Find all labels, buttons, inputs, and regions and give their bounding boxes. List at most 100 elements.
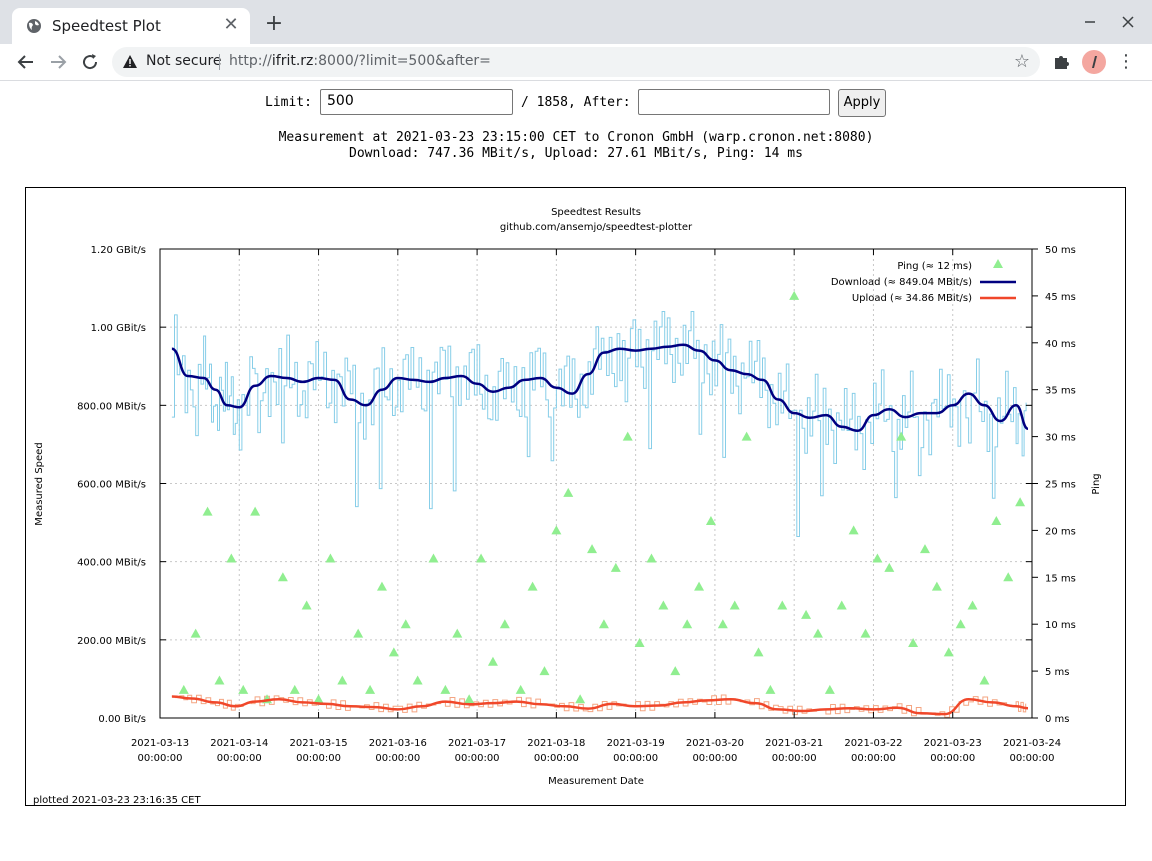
ping-point bbox=[967, 600, 978, 610]
x-tick-time-label: 00:00:00 bbox=[692, 753, 737, 764]
after-input[interactable] bbox=[638, 89, 830, 115]
y-tick-label: 1.00 GBit/s bbox=[91, 323, 146, 334]
address-bar[interactable]: Not secure http://ifrit.rz:8000/?limit=5… bbox=[112, 47, 1040, 77]
x-tick-time-label: 00:00:00 bbox=[217, 753, 262, 764]
ping-point bbox=[717, 619, 728, 629]
y-tick-label: 0.00 Bit/s bbox=[98, 714, 146, 725]
y2-tick-label: 50 ms bbox=[1045, 245, 1076, 256]
x-tick-label: 2021-03-19 bbox=[607, 738, 665, 749]
ping-point bbox=[440, 684, 451, 694]
ping-point bbox=[313, 694, 324, 704]
ping-point bbox=[365, 684, 376, 694]
ping-point bbox=[238, 684, 249, 694]
x-tick-label: 2021-03-14 bbox=[210, 738, 268, 749]
arrow-left-icon bbox=[17, 55, 33, 69]
close-tab-icon[interactable]: ✕ bbox=[223, 14, 239, 35]
ping-point bbox=[337, 675, 348, 685]
ping-point bbox=[1015, 497, 1026, 507]
close-window-icon[interactable] bbox=[1116, 10, 1140, 34]
ping-point bbox=[301, 600, 312, 610]
ping-point bbox=[476, 553, 487, 563]
ping-point bbox=[610, 562, 621, 572]
back-button[interactable] bbox=[14, 50, 38, 74]
ping-point bbox=[412, 675, 423, 685]
ping-point bbox=[682, 619, 693, 629]
ping-point bbox=[250, 506, 261, 516]
reload-button[interactable] bbox=[78, 50, 102, 74]
x-tick-time-label: 00:00:00 bbox=[455, 753, 500, 764]
x-tick-time-label: 00:00:00 bbox=[851, 753, 896, 764]
y-tick-label: 400.00 MBit/s bbox=[77, 558, 146, 569]
globe-icon bbox=[27, 19, 41, 33]
x-tick-time-label: 00:00:00 bbox=[1010, 753, 1055, 764]
ping-point bbox=[991, 516, 1002, 526]
ping-point bbox=[943, 647, 954, 657]
ping-point bbox=[836, 600, 847, 610]
download-raw-line bbox=[171, 311, 1027, 537]
y2-tick-label: 0 ms bbox=[1045, 714, 1070, 725]
y2-tick-label: 40 ms bbox=[1045, 339, 1076, 350]
ping-point bbox=[487, 656, 498, 666]
avatar[interactable] bbox=[1082, 50, 1106, 74]
x-tick-label: 2021-03-22 bbox=[844, 738, 902, 749]
limit-label: Limit: bbox=[265, 95, 312, 110]
forward-button[interactable] bbox=[46, 50, 70, 74]
ping-point bbox=[634, 637, 645, 647]
security-label[interactable]: Not secure bbox=[146, 53, 222, 69]
x-tick-label: 2021-03-20 bbox=[686, 738, 744, 749]
x-tick-time-label: 00:00:00 bbox=[930, 753, 975, 764]
limit-input[interactable]: 500 bbox=[320, 89, 513, 115]
apply-button[interactable]: Apply bbox=[838, 89, 886, 117]
warning-icon bbox=[123, 55, 137, 68]
ping-point bbox=[753, 647, 764, 657]
browser-toolbar: Not secure http://ifrit.rz:8000/?limit=5… bbox=[0, 44, 1152, 81]
ping-point bbox=[979, 675, 990, 685]
ping-point bbox=[376, 581, 387, 591]
new-tab-button[interactable]: + bbox=[264, 11, 284, 36]
legend-label-upload: Upload (≈ 34.86 MBit/s) bbox=[852, 293, 972, 304]
tab-speedtest-plot[interactable]: Speedtest Plot ✕ bbox=[12, 8, 250, 44]
ping-point bbox=[646, 553, 657, 563]
y2-tick-label: 25 ms bbox=[1045, 480, 1076, 491]
y-tick-label: 800.00 MBit/s bbox=[77, 401, 146, 412]
y-axis-label: Measured Speed bbox=[34, 442, 45, 525]
ping-point bbox=[694, 581, 705, 591]
ping-point bbox=[658, 600, 669, 610]
url-text[interactable]: http://ifrit.rz:8000/?limit=500&after= bbox=[229, 53, 491, 69]
total-after-label: / 1858, After: bbox=[521, 95, 631, 110]
ping-point bbox=[705, 516, 716, 526]
arrow-right-icon bbox=[51, 55, 67, 69]
ping-point bbox=[812, 628, 823, 638]
x-tick-time-label: 00:00:00 bbox=[772, 753, 817, 764]
x-tick-time-label: 00:00:00 bbox=[138, 753, 183, 764]
ping-point bbox=[527, 581, 538, 591]
ping-point bbox=[202, 506, 213, 516]
ping-point bbox=[515, 684, 526, 694]
ping-point bbox=[884, 562, 895, 572]
ping-point bbox=[931, 581, 942, 591]
ping-point bbox=[575, 694, 586, 704]
ping-point bbox=[789, 290, 800, 300]
x-tick-label: 2021-03-13 bbox=[131, 738, 189, 749]
ping-point bbox=[622, 431, 633, 441]
bookmark-star-icon[interactable]: ☆ bbox=[1013, 51, 1031, 72]
minimize-icon[interactable] bbox=[1078, 10, 1102, 34]
x-tick-label: 2021-03-23 bbox=[924, 738, 982, 749]
upload-smooth-line bbox=[171, 695, 1029, 716]
menu-dots-icon[interactable]: ⋮ bbox=[1117, 51, 1135, 72]
ping-point bbox=[860, 628, 871, 638]
ping-point bbox=[428, 553, 439, 563]
puzzle-icon[interactable] bbox=[1052, 52, 1072, 72]
x-axis-label: Measurement Date bbox=[548, 776, 644, 787]
x-tick-label: 2021-03-18 bbox=[527, 738, 585, 749]
legend-label-download: Download (≈ 849.04 MBit/s) bbox=[831, 277, 972, 288]
ping-point bbox=[824, 684, 835, 694]
download-smooth-line bbox=[171, 343, 1029, 432]
y2-axis-label: Ping bbox=[1091, 473, 1102, 494]
ping-point bbox=[277, 572, 288, 582]
legend-ping-marker bbox=[993, 259, 1003, 268]
ping-point bbox=[551, 525, 562, 535]
plotted-timestamp: plotted 2021-03-23 23:16:35 CET bbox=[33, 795, 201, 805]
y2-tick-label: 45 ms bbox=[1045, 292, 1076, 303]
speed-summary-line: Download: 747.36 MBit/s, Upload: 27.61 M… bbox=[349, 146, 803, 161]
